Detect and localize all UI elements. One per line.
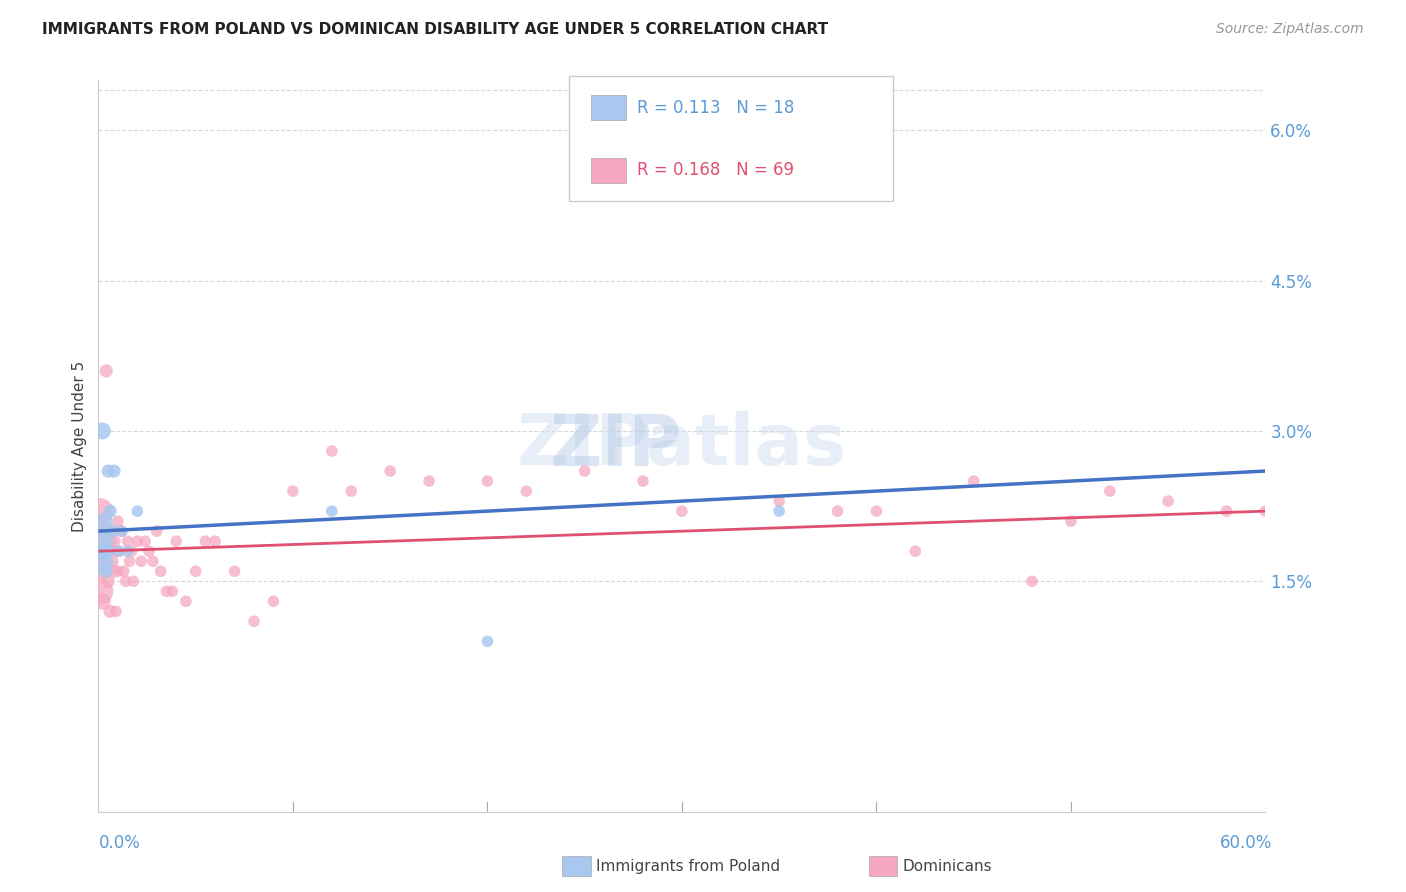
Point <box>281 484 304 499</box>
Point <box>89 554 111 568</box>
Point <box>155 584 177 599</box>
Point <box>1254 504 1277 518</box>
Text: ZIP: ZIP <box>550 411 682 481</box>
Point <box>321 444 343 458</box>
Point <box>114 574 136 589</box>
Point <box>98 534 121 549</box>
Point <box>89 534 111 549</box>
Point <box>107 544 129 558</box>
Point <box>111 524 134 538</box>
Text: 0.0%: 0.0% <box>98 834 141 852</box>
Point <box>118 554 141 568</box>
Point <box>91 544 114 558</box>
Point <box>96 364 118 378</box>
Point <box>97 464 120 478</box>
Point <box>89 584 111 599</box>
Point <box>865 504 887 518</box>
Point <box>93 544 115 558</box>
Point <box>162 584 184 599</box>
Point <box>378 464 402 478</box>
Point <box>91 544 114 558</box>
Point <box>107 564 129 578</box>
Point <box>101 524 124 538</box>
Point <box>117 534 139 549</box>
Point <box>1060 514 1083 528</box>
Point <box>1021 574 1043 589</box>
Point <box>91 424 114 438</box>
Text: Dominicans: Dominicans <box>903 859 993 873</box>
Text: R = 0.168   N = 69: R = 0.168 N = 69 <box>637 161 794 179</box>
Text: Source: ZipAtlas.com: Source: ZipAtlas.com <box>1216 22 1364 37</box>
Point <box>93 554 115 568</box>
Point <box>768 504 790 518</box>
Point <box>515 484 537 499</box>
Y-axis label: Disability Age Under 5: Disability Age Under 5 <box>72 360 87 532</box>
Point <box>108 544 131 558</box>
Point <box>904 544 927 558</box>
Point <box>962 474 984 488</box>
Point <box>98 604 121 618</box>
Point <box>101 524 124 538</box>
Point <box>184 564 207 578</box>
Point <box>1294 504 1316 518</box>
Point <box>574 464 596 478</box>
Text: Immigrants from Poland: Immigrants from Poland <box>596 859 780 873</box>
Point <box>96 564 118 578</box>
Point <box>340 484 363 499</box>
Point <box>101 554 124 568</box>
Point <box>768 494 790 508</box>
Point <box>134 534 156 549</box>
Point <box>97 544 120 558</box>
Point <box>477 474 499 488</box>
Point <box>165 534 187 549</box>
Point <box>93 514 115 528</box>
Point <box>104 604 127 618</box>
Point <box>194 534 217 549</box>
Point <box>477 634 499 648</box>
Point <box>104 544 127 558</box>
Point <box>138 544 160 558</box>
Point <box>262 594 284 608</box>
Point <box>142 554 165 568</box>
Point <box>146 524 169 538</box>
Point <box>91 564 114 578</box>
Point <box>149 564 172 578</box>
Point <box>631 474 654 488</box>
Point <box>418 474 440 488</box>
Point <box>103 534 125 549</box>
Point <box>111 524 134 538</box>
Point <box>243 615 266 629</box>
Text: 60.0%: 60.0% <box>1220 834 1272 852</box>
Point <box>671 504 693 518</box>
Point <box>174 594 197 608</box>
Point <box>107 514 129 528</box>
Point <box>827 504 849 518</box>
Point <box>91 594 114 608</box>
Point <box>204 534 226 549</box>
Point <box>89 534 111 549</box>
Point <box>97 574 120 589</box>
Point <box>121 544 143 558</box>
Text: R = 0.113   N = 18: R = 0.113 N = 18 <box>637 99 794 117</box>
Text: ZIPatlas: ZIPatlas <box>517 411 846 481</box>
Point <box>321 504 343 518</box>
Text: IMMIGRANTS FROM POLAND VS DOMINICAN DISABILITY AGE UNDER 5 CORRELATION CHART: IMMIGRANTS FROM POLAND VS DOMINICAN DISA… <box>42 22 828 37</box>
Point <box>129 554 152 568</box>
Point <box>117 544 139 558</box>
Point <box>93 524 115 538</box>
Point <box>127 534 149 549</box>
Point <box>98 504 121 518</box>
Point <box>112 564 135 578</box>
Point <box>224 564 246 578</box>
Point <box>1157 494 1180 508</box>
Point <box>127 504 149 518</box>
Point <box>103 564 125 578</box>
Point <box>1215 504 1237 518</box>
Point <box>103 464 125 478</box>
Point <box>122 574 145 589</box>
Point <box>1098 484 1121 499</box>
Point <box>96 564 118 578</box>
Point <box>89 504 111 518</box>
